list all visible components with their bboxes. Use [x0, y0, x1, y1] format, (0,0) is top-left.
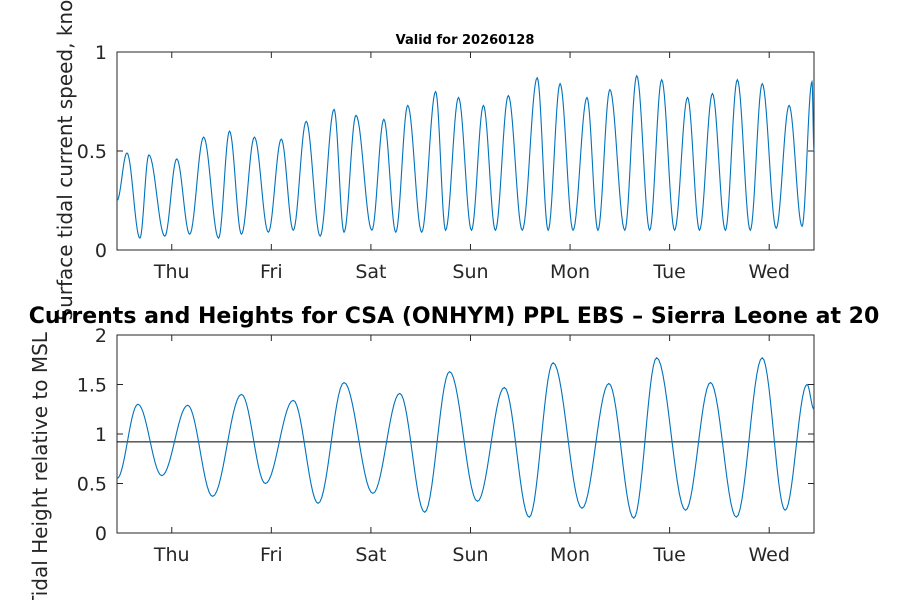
x-tick-label: Sat [355, 261, 386, 283]
height-axis-ticks [117, 334, 814, 534]
y-tick-label: 0 [95, 523, 107, 545]
x-tick-label: Sun [452, 544, 488, 566]
x-tick-label: Tue [652, 261, 685, 283]
y-tick-label: 0.5 [77, 141, 107, 163]
height-chart: 0 0.5 1 1.5 2 Thu Fri Sat Sun Mon Tue Wed Tidal He… [28, 304, 879, 600]
height-series-line [116, 356, 815, 519]
x-tick-label: Sat [355, 544, 386, 566]
x-tick-label: Wed [748, 261, 789, 283]
y-tick-label: 0.5 [77, 474, 107, 496]
height-x-tick-labels: Thu Fri Sat Sun Mon Tue Wed [153, 544, 790, 566]
height-y-axis-label: Tidal Height relative to MSL [28, 331, 52, 600]
height-chart-title: Currents and Heights for CSA (ONHYM) PPL… [29, 304, 880, 329]
speed-y-tick-labels: 00.51 [77, 42, 107, 262]
x-tick-label: Wed [748, 544, 789, 566]
y-tick-label: 2 [95, 325, 107, 347]
y-tick-label: 1 [95, 424, 107, 446]
height-plot-area [116, 334, 815, 534]
y-tick-label: 0 [95, 240, 107, 262]
y-tick-label: 1.5 [77, 375, 107, 397]
x-tick-label: Tue [652, 544, 685, 566]
x-tick-label: Mon [550, 544, 590, 566]
speed-series-line [116, 74, 815, 240]
height-y-tick-labels: 0 0.5 1 1.5 2 [77, 325, 107, 545]
x-tick-label: Fri [260, 544, 283, 566]
speed-y-axis-label: Surface tidal current speed, knots [53, 0, 77, 321]
x-tick-label: Sun [452, 261, 488, 283]
x-tick-label: Mon [550, 261, 590, 283]
speed-chart: 00.51 Thu Fri Sat Sun Mon Tue Wed Valid for 20… [53, 0, 815, 321]
speed-chart-title: Valid for 20260128 [396, 33, 535, 48]
x-tick-label: Fri [260, 261, 283, 283]
y-tick-label: 1 [95, 42, 107, 64]
speed-x-tick-labels: Thu Fri Sat Sun Mon Tue Wed [153, 261, 790, 283]
speed-axis-ticks [117, 51, 814, 251]
x-tick-label: Thu [153, 544, 190, 566]
x-tick-label: Thu [153, 261, 190, 283]
